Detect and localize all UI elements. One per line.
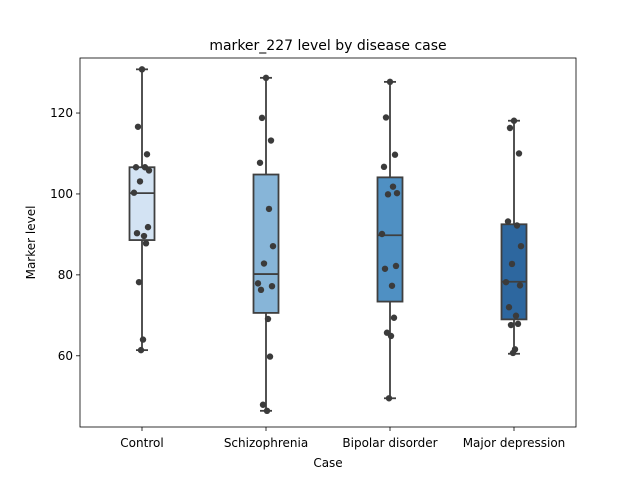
y-tick-label: 60 [58,349,73,363]
data-point [382,114,390,121]
data-point [516,282,524,289]
data-point [515,150,523,157]
data-point [388,282,396,289]
y-tick-label: 80 [58,268,73,282]
data-point [254,280,262,287]
data-point [257,286,265,294]
data-point [263,407,271,415]
data-point [269,242,277,250]
data-point [145,167,153,174]
data-point [259,401,267,408]
chart-title: marker_227 level by disease case [209,38,446,54]
plot-frame [79,57,577,428]
data-point [138,66,146,73]
data-point [389,183,397,190]
boxes-layer [128,68,528,412]
data-point [378,230,386,238]
y-axis: 60 80 100 120 [50,106,80,363]
data-point [507,321,515,329]
data-point [266,353,274,360]
data-point [386,78,394,86]
x-tick-label: Major depression [463,436,566,450]
data-point [267,137,275,144]
data-point [517,242,525,250]
data-point [143,151,151,158]
x-axis-label: Case [313,456,342,470]
data-point [504,218,512,225]
data-point [512,312,520,319]
data-point [260,260,268,267]
box-major-depression [500,223,528,321]
data-point [140,232,148,240]
data-point [265,205,273,213]
data-point [136,178,144,185]
data-point [513,222,521,229]
y-axis-label: Marker level [24,206,38,280]
x-axis: Control Schizophrenia Bipolar disorder Majo… [120,427,565,450]
data-point [502,278,510,286]
x-tick-label: Schizophrenia [224,436,308,450]
data-point [130,189,138,196]
data-point [385,395,393,402]
box-control [128,166,156,241]
data-point [268,282,276,290]
x-tick-label: Control [120,436,163,450]
data-point [392,262,400,270]
y-tick-label: 120 [50,106,73,120]
plot-background [80,58,576,427]
data-point [134,123,142,130]
data-point [264,315,272,323]
data-point [144,223,152,231]
data-point [506,124,514,132]
data-point [514,320,522,328]
data-point [256,159,264,166]
data-point [508,260,516,268]
box-bipolar-disorder [376,176,404,303]
data-point [381,265,389,272]
data-point [391,151,399,158]
data-point [384,191,392,198]
data-point [262,74,270,82]
data-point [133,229,141,237]
data-point [137,346,145,354]
data-point [380,163,388,171]
data-point [510,117,518,124]
data-point [387,332,395,340]
y-tick-label: 100 [50,187,73,201]
data-point [139,336,147,343]
data-point [258,114,266,122]
data-point [393,189,401,197]
data-point [135,278,143,286]
data-point [509,349,517,357]
x-tick-label: Bipolar disorder [342,436,437,450]
data-point [132,164,140,171]
points-layer [130,66,525,415]
data-point [505,304,513,311]
data-point [390,314,398,321]
data-point [142,240,150,247]
